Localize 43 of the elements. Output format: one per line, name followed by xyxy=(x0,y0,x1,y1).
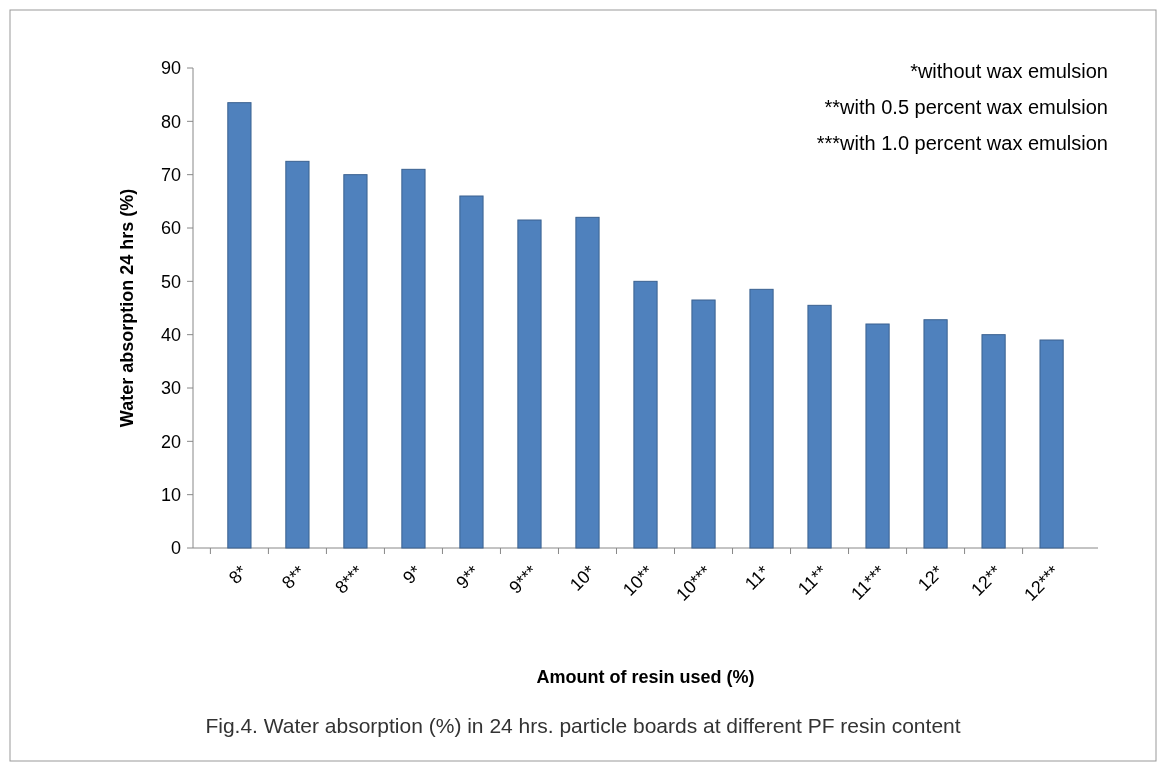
x-tick-label: 10** xyxy=(619,561,658,600)
bar xyxy=(227,102,252,549)
bar xyxy=(865,323,890,549)
bar xyxy=(1039,339,1064,549)
annotation: *without wax emulsion xyxy=(910,60,1108,82)
bar xyxy=(923,319,948,549)
y-tick-label: 70 xyxy=(160,164,181,185)
x-tick-label: 8* xyxy=(224,561,252,588)
bar xyxy=(285,160,310,549)
bar xyxy=(633,280,658,549)
bar xyxy=(401,168,426,549)
annotation: ***with 1.0 percent wax emulsion xyxy=(816,132,1108,154)
y-tick-label: 30 xyxy=(160,378,181,399)
x-tick-label: 11* xyxy=(740,561,774,594)
bar xyxy=(981,334,1006,549)
bar xyxy=(807,304,832,549)
bar xyxy=(459,195,484,549)
x-axis-title: Amount of resin used (%) xyxy=(536,667,755,687)
bar xyxy=(575,216,600,549)
x-tick-label: 8** xyxy=(278,561,310,593)
bar xyxy=(343,174,368,549)
x-tick-label: 10* xyxy=(565,561,600,595)
x-tick-label: 12* xyxy=(914,561,948,595)
y-tick-label: 60 xyxy=(160,218,181,239)
caption: Fig.4. Water absorption (%) in 24 hrs. particle boards at different PF resin content xyxy=(205,714,961,737)
y-tick-label: 50 xyxy=(160,271,181,292)
x-tick-label: 11** xyxy=(794,561,832,599)
x-tick-label: 9*** xyxy=(505,561,542,598)
y-tick-label: 10 xyxy=(160,484,181,505)
annotation: **with 0.5 percent wax emulsion xyxy=(824,96,1108,118)
bar xyxy=(691,299,716,549)
y-axis-title: Water absorption 24 hrs (%) xyxy=(117,188,137,428)
bar xyxy=(749,288,774,549)
x-tick-label: 9** xyxy=(452,561,484,593)
y-tick-label: 90 xyxy=(160,58,181,79)
y-tick-label: 40 xyxy=(160,324,181,345)
y-tick-label: 80 xyxy=(160,111,181,132)
x-tick-label: 8*** xyxy=(331,561,368,598)
y-tick-label: 20 xyxy=(160,431,181,452)
y-tick-label: 0 xyxy=(170,538,181,559)
x-tick-label: 9* xyxy=(399,561,426,588)
x-tick-label: 12** xyxy=(967,561,1006,600)
bar xyxy=(517,219,542,549)
